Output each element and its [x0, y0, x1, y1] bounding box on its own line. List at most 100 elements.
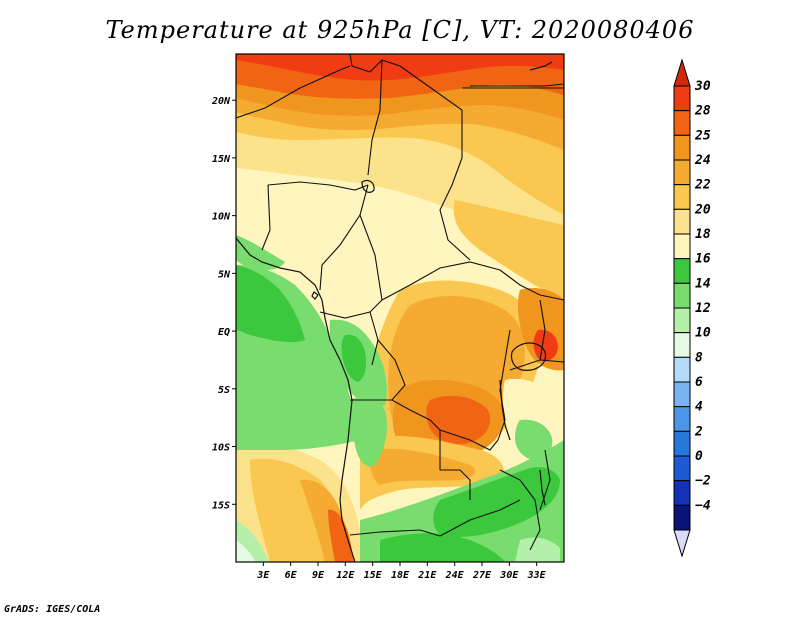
border-gabon-congo — [319, 311, 379, 366]
lat-tick-label: 10S — [212, 443, 230, 454]
colorbar-swatch — [673, 356, 691, 383]
border-zambia-zimbabwe — [439, 499, 521, 537]
colorbar-swatch — [673, 480, 691, 506]
border-niger-north — [236, 65, 351, 119]
longitude-axis: 3E 6E 9E 12E 15E 18E 21E 24E 27E 30E 33E — [256, 562, 547, 581]
lon-tick-label: 6E — [285, 570, 298, 581]
lat-tick-label: 5N — [218, 269, 231, 280]
colorbar-label: 25 — [694, 128, 711, 143]
band-28-east-lakes — [533, 329, 558, 361]
border-drc-east — [497, 329, 511, 441]
lat-tick-label: 15N — [212, 154, 231, 165]
border-red-sea-coast — [470, 83, 564, 87]
band-24-25-south-central — [369, 448, 476, 485]
colorbar-label: 2 — [694, 424, 703, 439]
lon-tick-label: 33E — [527, 570, 547, 581]
border-libya-sudan — [399, 65, 463, 158]
border-angola-zambia — [440, 469, 471, 500]
coast-red-sea-east — [529, 61, 553, 71]
border-cameroon-car — [359, 214, 383, 313]
colorbar-bottom-arrow — [673, 529, 691, 558]
lat-tick-label: 15S — [212, 500, 230, 511]
border-malawi — [539, 449, 551, 511]
border-niger-chad — [367, 59, 383, 176]
coast-lake-malawi — [539, 469, 546, 506]
colorbar-swatch — [673, 258, 691, 284]
colorbar-label: 16 — [695, 252, 711, 267]
colorbar-label: 28 — [694, 104, 711, 119]
band-18-southeast — [433, 467, 560, 537]
colorbar-label: 30 — [694, 79, 711, 94]
band-16-18-angola-coast — [349, 397, 387, 467]
coastline — [236, 61, 553, 562]
border-drc-zambia — [439, 429, 499, 451]
country-borders — [236, 54, 564, 551]
band-22-24-east — [453, 200, 564, 300]
colorbar-swatch — [673, 430, 691, 457]
colorbar-swatch — [673, 455, 691, 482]
band-25-28-southwest — [328, 509, 354, 562]
lon-tick-label: 27E — [472, 570, 492, 581]
colorbar-label: 8 — [695, 350, 703, 365]
border-drc-angola — [350, 399, 441, 470]
coast-gulf-of-guinea — [236, 237, 356, 562]
colorbar-swatch — [673, 134, 691, 161]
colorbar-label: −2 — [695, 474, 711, 489]
colorbar-swatch — [673, 381, 691, 408]
lon-tick-label: 18E — [391, 570, 410, 581]
colorbar-swatch — [673, 307, 691, 334]
lon-tick-label: 3E — [256, 570, 270, 581]
colorbar-label: 20 — [694, 202, 711, 217]
border-kenya-uganda — [539, 299, 546, 361]
colorbar-label: 6 — [695, 375, 703, 390]
border-benin-togo — [261, 184, 271, 251]
border-algeria-libya — [349, 54, 401, 73]
lat-tick-label: EQ — [218, 327, 230, 338]
colorbar-label: 0 — [695, 449, 703, 464]
colorbar-swatch — [673, 85, 691, 112]
band-12-14-southeast — [515, 537, 560, 562]
band-18-gabon — [341, 334, 367, 382]
band-30-north — [236, 54, 564, 81]
band-28-central — [426, 395, 491, 445]
colorbar-swatch — [673, 406, 691, 432]
latitude-axis: 20N 15N 10N 5N EQ 5S 10S 15S — [211, 96, 236, 511]
border-nigeria-north — [267, 181, 369, 191]
border-car-south — [381, 261, 501, 301]
border-nigeria-cameroon — [319, 184, 369, 291]
colorbar-label: 18 — [695, 227, 711, 242]
coast-bioko — [311, 291, 319, 300]
band-16-18-gulf-west — [236, 235, 285, 270]
lon-tick-label: 9E — [312, 570, 325, 581]
border-angola-namibia — [349, 529, 441, 537]
band-10-12-southwest — [236, 540, 256, 562]
chart-title: Temperature at 925hPa [C], VT: 202008040… — [105, 16, 695, 44]
lat-tick-label: 10N — [212, 212, 231, 223]
lon-tick-label: 12E — [336, 570, 355, 581]
border-south-sudan-south — [499, 269, 564, 301]
colorbar-swatch — [673, 184, 691, 210]
lon-tick-label: 30E — [499, 570, 519, 581]
coast-lake-tanganyika — [499, 379, 511, 441]
colorbar-label: 22 — [694, 178, 711, 193]
lon-tick-label: 24E — [445, 570, 465, 581]
grads-credit: GrADS: IGES/COLA — [4, 604, 101, 615]
colorbar-swatch — [673, 233, 691, 260]
lon-tick-label: 15E — [364, 570, 383, 581]
lat-tick-label: 20N — [211, 96, 231, 107]
lon-tick-label: 21E — [417, 570, 437, 581]
colorbar-label: 14 — [695, 276, 711, 291]
colorbar-swatch — [673, 159, 691, 186]
colorbar-label: 24 — [694, 153, 711, 168]
colorbar-swatch — [673, 282, 691, 309]
colorbar-label: 4 — [695, 400, 703, 415]
band-18-southeast-2 — [380, 533, 505, 562]
colorbar-swatch — [673, 504, 691, 531]
colorbar-label: −4 — [695, 498, 711, 513]
coast-lake-chad — [361, 179, 375, 193]
band-18-ocean — [236, 265, 305, 343]
border-mozambique — [499, 469, 541, 551]
colorbar-top-arrow — [673, 58, 691, 87]
temperature-field — [236, 54, 564, 562]
